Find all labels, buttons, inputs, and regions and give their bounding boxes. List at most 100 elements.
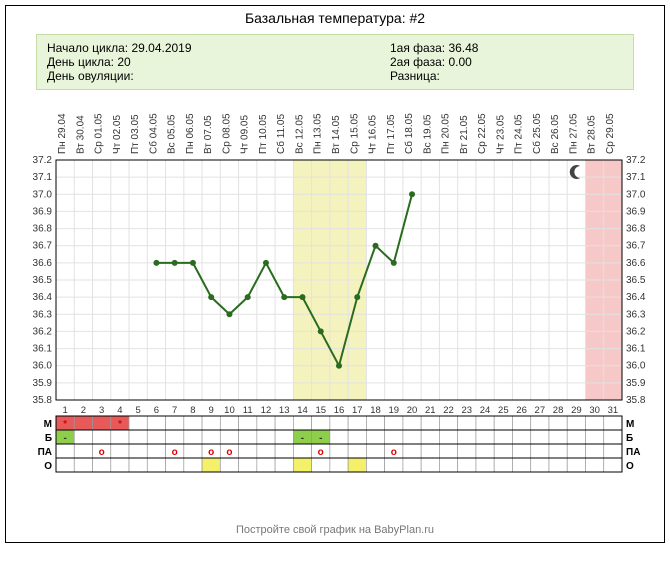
svg-text:Вт 07.05: Вт 07.05 bbox=[203, 115, 214, 154]
svg-text:О: О bbox=[626, 461, 634, 472]
svg-text:Вс 19.05: Вс 19.05 bbox=[422, 114, 433, 154]
svg-text:22: 22 bbox=[443, 405, 454, 416]
svg-text:Чт 09.05: Чт 09.05 bbox=[240, 115, 251, 154]
svg-text:5: 5 bbox=[136, 405, 141, 416]
svg-text:Пт 17.05: Пт 17.05 bbox=[386, 114, 397, 154]
svg-text:Чт 16.05: Чт 16.05 bbox=[368, 115, 379, 154]
svg-text:26: 26 bbox=[516, 405, 527, 416]
svg-text:19: 19 bbox=[388, 405, 399, 416]
svg-text:36.1: 36.1 bbox=[626, 344, 646, 355]
start-label: Начало цикла: bbox=[47, 41, 128, 55]
svg-text:17: 17 bbox=[352, 405, 363, 416]
svg-text:36.0: 36.0 bbox=[626, 361, 646, 372]
svg-text:Пт 24.05: Пт 24.05 bbox=[514, 114, 525, 154]
svg-text:23: 23 bbox=[462, 405, 473, 416]
svg-text:o: o bbox=[318, 447, 324, 458]
day-value: 20 bbox=[117, 55, 130, 69]
svg-text:Пн 06.05: Пн 06.05 bbox=[185, 113, 196, 154]
svg-text:37.0: 37.0 bbox=[626, 189, 646, 200]
svg-text:36.7: 36.7 bbox=[33, 241, 53, 252]
svg-text:35.9: 35.9 bbox=[626, 378, 646, 389]
svg-text:o: o bbox=[172, 447, 178, 458]
svg-text:37.1: 37.1 bbox=[33, 172, 53, 183]
info-left: Начало цикла: 29.04.2019 День цикла: 20 … bbox=[47, 41, 280, 83]
svg-text:Чт 02.05: Чт 02.05 bbox=[112, 115, 123, 154]
svg-text:36.6: 36.6 bbox=[626, 258, 646, 269]
chart-frame: Базальная температура: #2 Начало цикла: … bbox=[5, 5, 665, 543]
svg-text:31: 31 bbox=[608, 405, 619, 416]
svg-text:10: 10 bbox=[224, 405, 235, 416]
svg-text:o: o bbox=[226, 447, 232, 458]
svg-text:o: o bbox=[99, 447, 105, 458]
svg-text:29: 29 bbox=[571, 405, 582, 416]
svg-text:27: 27 bbox=[535, 405, 546, 416]
svg-text:36.1: 36.1 bbox=[33, 344, 53, 355]
svg-text:*: * bbox=[118, 419, 122, 430]
svg-text:1: 1 bbox=[62, 405, 67, 416]
svg-text:36.4: 36.4 bbox=[33, 292, 53, 303]
svg-text:37.2: 37.2 bbox=[626, 155, 646, 166]
svg-text:36.5: 36.5 bbox=[33, 275, 53, 286]
svg-text:Вс 12.05: Вс 12.05 bbox=[294, 114, 305, 154]
svg-text:21: 21 bbox=[425, 405, 436, 416]
svg-text:Чт 23.05: Чт 23.05 bbox=[495, 115, 506, 154]
svg-text:Вс 26.05: Вс 26.05 bbox=[550, 114, 561, 154]
svg-text:24: 24 bbox=[480, 405, 491, 416]
diff-label: Разница: bbox=[390, 69, 440, 83]
svg-text:4: 4 bbox=[117, 405, 122, 416]
svg-text:Вс 05.05: Вс 05.05 bbox=[167, 114, 178, 154]
svg-text:Пн 27.05: Пн 27.05 bbox=[568, 113, 579, 154]
svg-text:9: 9 bbox=[209, 405, 214, 416]
svg-text:-: - bbox=[63, 433, 66, 444]
svg-text:Сб 04.05: Сб 04.05 bbox=[147, 113, 159, 154]
svg-text:Б: Б bbox=[45, 433, 52, 444]
chart-title: Базальная температура: #2 bbox=[6, 6, 664, 30]
svg-text:13: 13 bbox=[279, 405, 290, 416]
bbt-chart-svg: 35.835.835.935.936.036.036.136.136.236.2… bbox=[10, 100, 662, 520]
phase1-label: 1ая фаза: bbox=[390, 41, 445, 55]
svg-text:16: 16 bbox=[334, 405, 345, 416]
svg-text:2: 2 bbox=[81, 405, 86, 416]
svg-text:Пн 29.04: Пн 29.04 bbox=[57, 113, 68, 154]
svg-text:О: О bbox=[44, 461, 52, 472]
svg-text:М: М bbox=[44, 419, 52, 430]
info-box: Начало цикла: 29.04.2019 День цикла: 20 … bbox=[36, 34, 634, 90]
svg-text:37.1: 37.1 bbox=[626, 172, 646, 183]
svg-text:*: * bbox=[63, 419, 67, 430]
svg-text:-: - bbox=[301, 433, 304, 444]
svg-text:36.8: 36.8 bbox=[626, 224, 646, 235]
svg-text:Сб 11.05: Сб 11.05 bbox=[275, 114, 287, 154]
svg-text:28: 28 bbox=[553, 405, 564, 416]
footer-text: Постройте свой график на BabyPlan.ru bbox=[6, 520, 664, 542]
svg-text:11: 11 bbox=[243, 405, 253, 416]
svg-text:36.3: 36.3 bbox=[626, 309, 646, 320]
svg-text:Б: Б bbox=[626, 433, 633, 444]
svg-text:37.2: 37.2 bbox=[33, 155, 53, 166]
svg-text:36.0: 36.0 bbox=[33, 361, 53, 372]
svg-text:o: o bbox=[391, 447, 397, 458]
svg-text:Ср 22.05: Ср 22.05 bbox=[477, 113, 488, 154]
svg-text:Пн 20.05: Пн 20.05 bbox=[441, 113, 452, 154]
svg-text:36.3: 36.3 bbox=[33, 309, 53, 320]
svg-text:Ср 29.05: Ср 29.05 bbox=[605, 113, 616, 154]
svg-text:36.6: 36.6 bbox=[33, 258, 53, 269]
svg-text:35.8: 35.8 bbox=[33, 395, 53, 406]
svg-text:Сб 18.05: Сб 18.05 bbox=[403, 113, 415, 154]
svg-text:8: 8 bbox=[190, 405, 195, 416]
svg-text:35.9: 35.9 bbox=[33, 378, 53, 389]
svg-text:36.9: 36.9 bbox=[33, 206, 53, 217]
svg-text:Вт 21.05: Вт 21.05 bbox=[459, 115, 470, 154]
svg-text:Вт 30.04: Вт 30.04 bbox=[75, 115, 86, 154]
svg-text:6: 6 bbox=[154, 405, 159, 416]
svg-text:37.0: 37.0 bbox=[33, 189, 53, 200]
svg-text:30: 30 bbox=[589, 405, 600, 416]
svg-text:20: 20 bbox=[407, 405, 418, 416]
svg-text:12: 12 bbox=[261, 405, 272, 416]
svg-text:o: o bbox=[208, 447, 214, 458]
svg-text:Сб 25.05: Сб 25.05 bbox=[531, 113, 543, 154]
phase1-value: 36.48 bbox=[448, 41, 478, 55]
info-right: 1ая фаза: 36.48 2ая фаза: 0.00 Разница: bbox=[280, 41, 623, 83]
svg-text:36.4: 36.4 bbox=[626, 292, 646, 303]
svg-text:Вт 14.05: Вт 14.05 bbox=[331, 115, 342, 154]
svg-text:Ср 15.05: Ср 15.05 bbox=[349, 113, 360, 154]
